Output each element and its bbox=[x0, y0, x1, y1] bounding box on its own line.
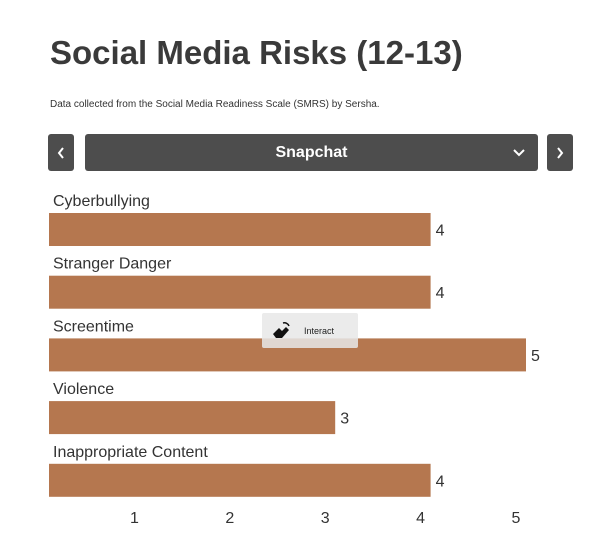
category-label: Stranger Danger bbox=[53, 256, 172, 273]
platform-dropdown[interactable]: Snapchat bbox=[85, 134, 538, 171]
x-tick-label: 5 bbox=[512, 510, 521, 527]
x-tick-label: 2 bbox=[225, 510, 234, 527]
hand-pointer-icon bbox=[273, 321, 290, 338]
chart-subtitle: Data collected from the Social Media Rea… bbox=[50, 99, 380, 110]
chevron-right-icon bbox=[557, 146, 564, 159]
category-label: Screentime bbox=[53, 318, 134, 335]
interact-label: Interact bbox=[304, 325, 335, 336]
chart-title: Social Media Risks (12-13) bbox=[50, 34, 463, 71]
bar-value-label: 5 bbox=[531, 348, 540, 365]
bar-value-label: 3 bbox=[340, 411, 349, 428]
bar[interactable] bbox=[49, 275, 431, 309]
category-label: Cyberbullying bbox=[53, 193, 150, 210]
next-button[interactable] bbox=[547, 134, 573, 171]
chevron-left-icon bbox=[57, 146, 64, 159]
x-tick-label: 1 bbox=[130, 510, 139, 527]
chevron-down-icon bbox=[513, 149, 525, 157]
bar-value-label: 4 bbox=[436, 285, 445, 302]
bar-value-label: 4 bbox=[436, 473, 445, 490]
x-tick-label: 4 bbox=[416, 510, 425, 527]
previous-button[interactable] bbox=[48, 134, 74, 171]
bar[interactable] bbox=[49, 213, 431, 246]
category-label: Violence bbox=[53, 381, 114, 398]
interact-overlay[interactable]: Interact bbox=[262, 313, 358, 348]
bar[interactable] bbox=[49, 463, 431, 497]
bar[interactable] bbox=[49, 401, 336, 435]
platform-dropdown-label: Snapchat bbox=[275, 143, 348, 161]
category-label: Inappropriate Content bbox=[53, 444, 208, 461]
x-tick-label: 3 bbox=[321, 510, 330, 527]
bar-value-label: 4 bbox=[436, 223, 445, 240]
